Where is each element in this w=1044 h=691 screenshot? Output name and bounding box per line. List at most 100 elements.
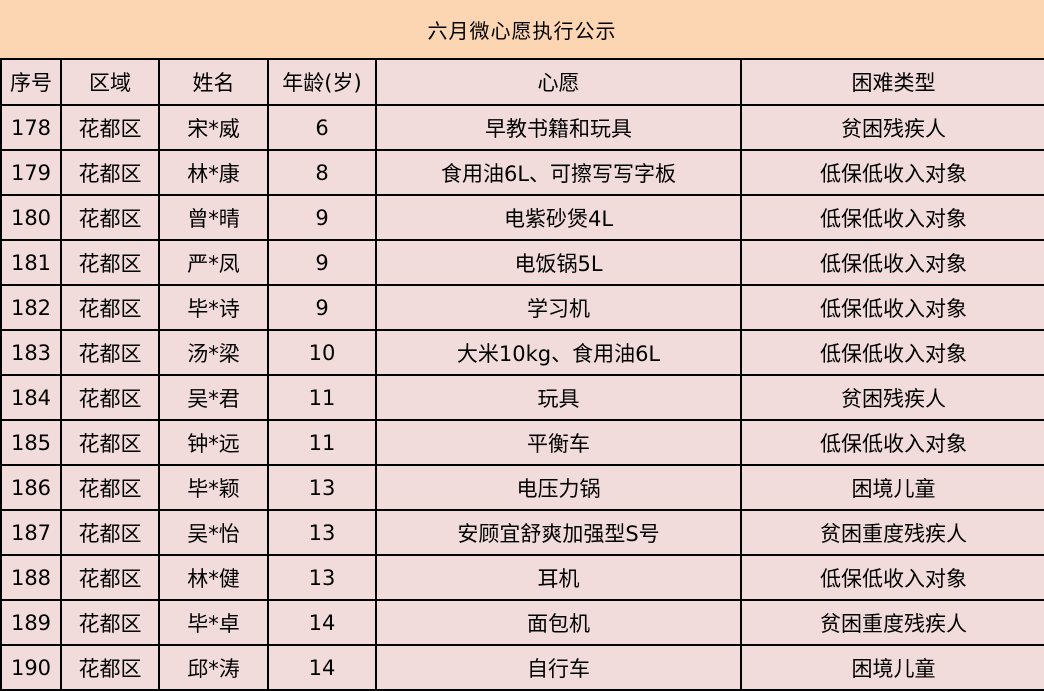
cell-age: 13	[267, 554, 377, 601]
cell-seq: 189	[0, 599, 62, 646]
cell-type: 低保低收入对象	[740, 329, 1044, 376]
cell-name: 汤*梁	[158, 329, 269, 376]
cell-type: 贫困重度残疾人	[740, 599, 1044, 646]
cell-name: 林*康	[158, 149, 269, 196]
cell-age: 13	[267, 509, 377, 556]
column-header-age: 年龄(岁)	[267, 58, 377, 106]
cell-name: 宋*威	[158, 104, 269, 151]
cell-seq: 187	[0, 509, 62, 556]
cell-age: 14	[267, 644, 377, 691]
table-row: 189 花都区 毕*卓 14 面包机 贫困重度残疾人	[0, 599, 1044, 646]
cell-wish: 电饭锅5L	[375, 239, 742, 286]
table-row: 181 花都区 严*凤 9 电饭锅5L 低保低收入对象	[0, 239, 1044, 286]
cell-type: 贫困残疾人	[740, 104, 1044, 151]
cell-age: 11	[267, 419, 377, 466]
table-row: 186 花都区 毕*颖 13 电压力锅 困境儿童	[0, 464, 1044, 511]
cell-region: 花都区	[60, 509, 160, 556]
cell-region: 花都区	[60, 149, 160, 196]
cell-region: 花都区	[60, 374, 160, 421]
cell-name: 毕*诗	[158, 284, 269, 331]
cell-seq: 188	[0, 554, 62, 601]
cell-name: 吴*君	[158, 374, 269, 421]
cell-type: 低保低收入对象	[740, 149, 1044, 196]
cell-wish: 电紫砂煲4L	[375, 194, 742, 241]
cell-type: 低保低收入对象	[740, 239, 1044, 286]
cell-region: 花都区	[60, 194, 160, 241]
cell-age: 9	[267, 284, 377, 331]
cell-type: 贫困残疾人	[740, 374, 1044, 421]
cell-wish: 电压力锅	[375, 464, 742, 511]
column-header-wish: 心愿	[375, 58, 742, 106]
cell-seq: 180	[0, 194, 62, 241]
cell-age: 8	[267, 149, 377, 196]
table-row: 190 花都区 邱*涛 14 自行车 困境儿童	[0, 644, 1044, 691]
cell-type: 困境儿童	[740, 464, 1044, 511]
wish-table: 序号 区域 姓名 年龄(岁) 心愿 困难类型 178 花都区 宋*威 6 早教书籍和玩具…	[0, 58, 1044, 691]
cell-age: 9	[267, 239, 377, 286]
cell-age: 11	[267, 374, 377, 421]
cell-wish: 学习机	[375, 284, 742, 331]
table-row: 184 花都区 吴*君 11 玩具 贫困残疾人	[0, 374, 1044, 421]
cell-name: 毕*卓	[158, 599, 269, 646]
table-header-row: 序号 区域 姓名 年龄(岁) 心愿 困难类型	[0, 58, 1044, 106]
cell-seq: 183	[0, 329, 62, 376]
cell-region: 花都区	[60, 419, 160, 466]
cell-region: 花都区	[60, 329, 160, 376]
column-header-name: 姓名	[158, 58, 269, 106]
cell-wish: 早教书籍和玩具	[375, 104, 742, 151]
cell-name: 毕*颖	[158, 464, 269, 511]
cell-region: 花都区	[60, 284, 160, 331]
cell-seq: 186	[0, 464, 62, 511]
cell-age: 6	[267, 104, 377, 151]
cell-seq: 179	[0, 149, 62, 196]
table-row: 183 花都区 汤*梁 10 大米10kg、食用油6L 低保低收入对象	[0, 329, 1044, 376]
cell-wish: 耳机	[375, 554, 742, 601]
cell-seq: 182	[0, 284, 62, 331]
cell-type: 困境儿童	[740, 644, 1044, 691]
cell-age: 14	[267, 599, 377, 646]
cell-seq: 184	[0, 374, 62, 421]
cell-region: 花都区	[60, 599, 160, 646]
cell-type: 低保低收入对象	[740, 284, 1044, 331]
cell-wish: 平衡车	[375, 419, 742, 466]
table-row: 180 花都区 曾*晴 9 电紫砂煲4L 低保低收入对象	[0, 194, 1044, 241]
cell-age: 13	[267, 464, 377, 511]
cell-seq: 190	[0, 644, 62, 691]
cell-region: 花都区	[60, 104, 160, 151]
cell-wish: 安顾宜舒爽加强型S号	[375, 509, 742, 556]
cell-wish: 大米10kg、食用油6L	[375, 329, 742, 376]
cell-name: 曾*晴	[158, 194, 269, 241]
table-row: 178 花都区 宋*威 6 早教书籍和玩具 贫困残疾人	[0, 104, 1044, 151]
page-title: 六月微心愿执行公示	[0, 0, 1044, 58]
cell-name: 林*健	[158, 554, 269, 601]
cell-age: 9	[267, 194, 377, 241]
table-row: 188 花都区 林*健 13 耳机 低保低收入对象	[0, 554, 1044, 601]
cell-name: 严*凤	[158, 239, 269, 286]
column-header-seq: 序号	[0, 58, 62, 106]
cell-seq: 178	[0, 104, 62, 151]
cell-region: 花都区	[60, 644, 160, 691]
column-header-region: 区域	[60, 58, 160, 106]
cell-type: 低保低收入对象	[740, 554, 1044, 601]
cell-seq: 185	[0, 419, 62, 466]
table-header: 序号 区域 姓名 年龄(岁) 心愿 困难类型	[0, 58, 1044, 106]
column-header-type: 困难类型	[740, 58, 1044, 106]
cell-region: 花都区	[60, 554, 160, 601]
cell-name: 邱*涛	[158, 644, 269, 691]
cell-type: 贫困重度残疾人	[740, 509, 1044, 556]
table-row: 185 花都区 钟*远 11 平衡车 低保低收入对象	[0, 419, 1044, 466]
table-row: 187 花都区 吴*怡 13 安顾宜舒爽加强型S号 贫困重度残疾人	[0, 509, 1044, 556]
table-row: 182 花都区 毕*诗 9 学习机 低保低收入对象	[0, 284, 1044, 331]
cell-wish: 面包机	[375, 599, 742, 646]
cell-wish: 食用油6L、可擦写写字板	[375, 149, 742, 196]
cell-wish: 玩具	[375, 374, 742, 421]
cell-age: 10	[267, 329, 377, 376]
table-body: 178 花都区 宋*威 6 早教书籍和玩具 贫困残疾人 179 花都区 林*康 8 食用油6L、可擦…	[0, 104, 1044, 691]
cell-type: 低保低收入对象	[740, 419, 1044, 466]
cell-region: 花都区	[60, 464, 160, 511]
cell-name: 钟*远	[158, 419, 269, 466]
cell-type: 低保低收入对象	[740, 194, 1044, 241]
cell-seq: 181	[0, 239, 62, 286]
cell-region: 花都区	[60, 239, 160, 286]
table-row: 179 花都区 林*康 8 食用油6L、可擦写写字板 低保低收入对象	[0, 149, 1044, 196]
